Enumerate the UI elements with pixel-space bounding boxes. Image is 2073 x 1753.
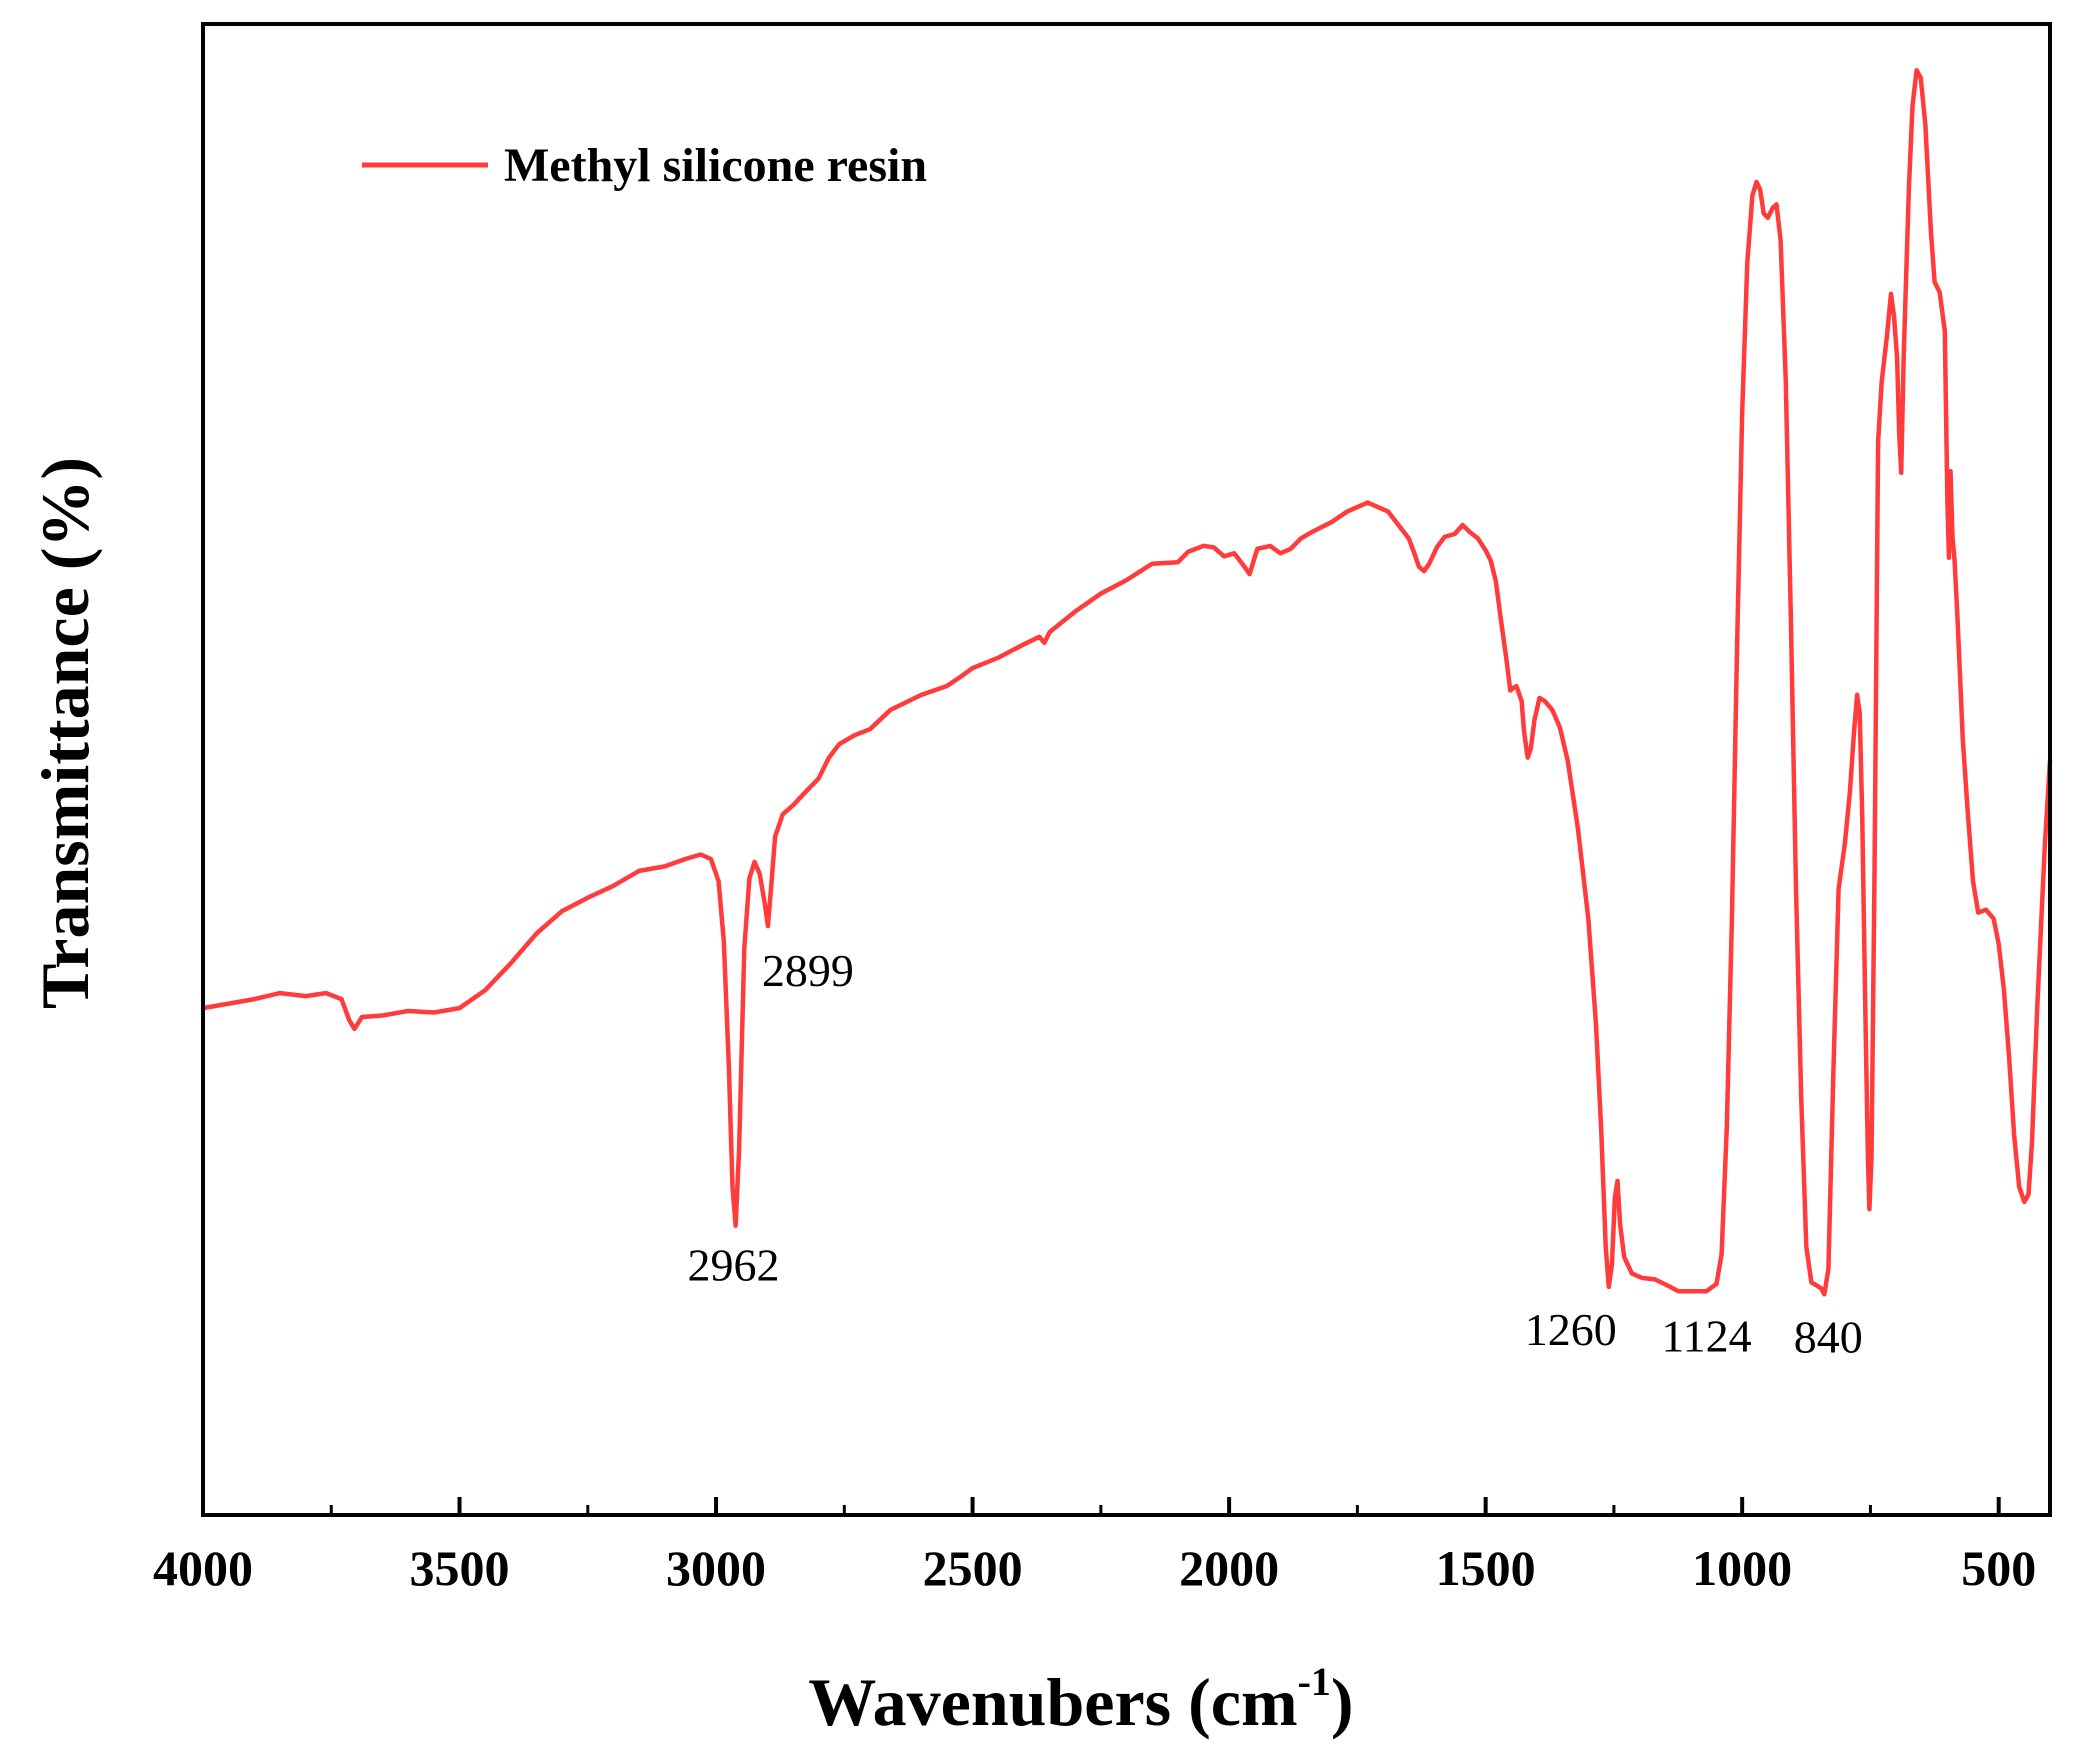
plot-frame: [201, 22, 2052, 1517]
x-axis-title-main: Wavenubers (cm: [808, 1664, 1297, 1740]
x-tick-label-2500: 2500: [923, 1540, 1023, 1596]
major-ticks: [201, 1497, 2001, 1515]
x-tick-label-1000: 1000: [1692, 1540, 1792, 1596]
x-tick-label-500: 500: [1961, 1540, 2036, 1596]
x-tick-label-3500: 3500: [410, 1540, 510, 1596]
x-axis-title: Wavenubers (cm-1): [808, 1659, 1353, 1740]
x-axis-title-superscript: -1: [1298, 1659, 1331, 1704]
peak-label-1124: 1124: [1661, 1310, 1751, 1361]
x-tick-label-3000: 3000: [666, 1540, 766, 1596]
x-tick-label-1500: 1500: [1436, 1540, 1536, 1596]
peak-label-1260: 1260: [1525, 1304, 1617, 1355]
peak-label-840: 840: [1794, 1311, 1863, 1362]
peak-label-2962: 2962: [688, 1240, 780, 1291]
legend: Methyl silicone resin: [362, 139, 927, 192]
x-tick-label-4000: 4000: [153, 1540, 253, 1596]
tick-labels: 4000 3500 3000 2500 2000 1500 1000 500: [153, 1540, 2036, 1596]
y-axis-title: Transmittance (%): [27, 457, 103, 1009]
x-axis-title-close: ): [1331, 1664, 1354, 1740]
peak-annotations: 2962 2899 1260 1124 840: [688, 945, 1863, 1362]
x-tick-label-2000: 2000: [1179, 1540, 1279, 1596]
series-line-methyl-silicone-resin: [200, 67, 2053, 1297]
peak-label-2899: 2899: [762, 945, 854, 996]
legend-label: Methyl silicone resin: [504, 139, 927, 192]
